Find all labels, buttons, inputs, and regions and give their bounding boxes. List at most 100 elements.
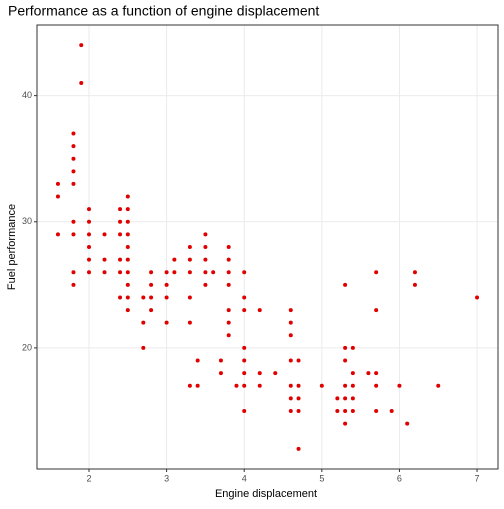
point: [195, 358, 200, 363]
x-tick-label: 6: [397, 473, 402, 483]
point: [102, 232, 107, 237]
point: [125, 194, 130, 199]
point: [164, 320, 169, 325]
point: [102, 270, 107, 275]
point: [288, 383, 293, 388]
point: [226, 282, 231, 287]
point: [149, 308, 154, 313]
point: [288, 408, 293, 413]
point: [118, 295, 123, 300]
x-axis-label: Engine displacement: [215, 488, 317, 500]
point: [141, 320, 146, 325]
point: [71, 232, 76, 237]
point: [343, 408, 348, 413]
point: [296, 446, 301, 451]
point: [319, 383, 324, 388]
x-tick-label: 3: [164, 473, 169, 483]
point: [273, 371, 278, 376]
point: [125, 257, 130, 262]
point: [288, 333, 293, 338]
y-tick-label: 30: [22, 216, 32, 226]
point: [118, 219, 123, 224]
point: [350, 383, 355, 388]
point: [242, 270, 247, 275]
point: [257, 308, 262, 313]
point: [288, 320, 293, 325]
point: [187, 270, 192, 275]
point: [149, 282, 154, 287]
point: [350, 396, 355, 401]
point: [242, 358, 247, 363]
x-tick-label: 5: [319, 473, 324, 483]
plot-background: [37, 25, 498, 469]
point: [350, 371, 355, 376]
point: [343, 358, 348, 363]
point: [71, 156, 76, 161]
point: [226, 333, 231, 338]
point: [86, 219, 91, 224]
point: [125, 245, 130, 249]
point: [296, 408, 301, 413]
point: [203, 270, 208, 275]
y-tick-label: 20: [22, 342, 32, 352]
point: [71, 169, 76, 174]
point: [234, 383, 239, 388]
point: [102, 257, 107, 262]
point: [335, 408, 340, 413]
point: [296, 358, 301, 363]
point: [389, 408, 394, 413]
point: [226, 245, 231, 249]
point: [242, 295, 247, 300]
point: [226, 320, 231, 325]
point: [71, 131, 76, 136]
point: [374, 408, 379, 413]
point: [374, 308, 379, 313]
point: [374, 270, 379, 275]
point: [226, 257, 231, 262]
point: [412, 270, 417, 275]
point: [405, 421, 410, 426]
point: [187, 295, 192, 300]
point: [475, 295, 480, 300]
point: [187, 245, 192, 249]
point: [343, 396, 348, 401]
point: [218, 358, 223, 363]
point: [343, 421, 348, 426]
point: [55, 232, 60, 237]
point: [288, 308, 293, 313]
point: [226, 270, 231, 275]
point: [125, 219, 130, 224]
point: [164, 282, 169, 287]
point: [350, 408, 355, 413]
point: [296, 383, 301, 388]
point: [366, 371, 371, 376]
x-tick-label: 7: [475, 473, 480, 483]
point: [203, 245, 208, 249]
point: [296, 396, 301, 401]
point: [257, 371, 262, 376]
y-tick-label: 40: [22, 90, 32, 100]
point: [436, 383, 441, 388]
point: [226, 308, 231, 313]
point: [125, 207, 130, 212]
point: [242, 345, 247, 350]
point: [203, 232, 208, 237]
point: [71, 144, 76, 149]
point: [86, 270, 91, 275]
point: [288, 396, 293, 401]
point: [71, 181, 76, 186]
point: [242, 408, 247, 413]
point: [195, 383, 200, 388]
point: [118, 207, 123, 212]
point: [141, 295, 146, 300]
point: [164, 295, 169, 300]
x-tick-label: 4: [242, 473, 247, 483]
point: [125, 295, 130, 300]
point: [86, 257, 91, 262]
point: [187, 320, 192, 325]
point: [141, 345, 146, 350]
point: [71, 270, 76, 275]
point: [149, 295, 154, 300]
plot-border: [36, 24, 499, 470]
point: [187, 257, 192, 262]
